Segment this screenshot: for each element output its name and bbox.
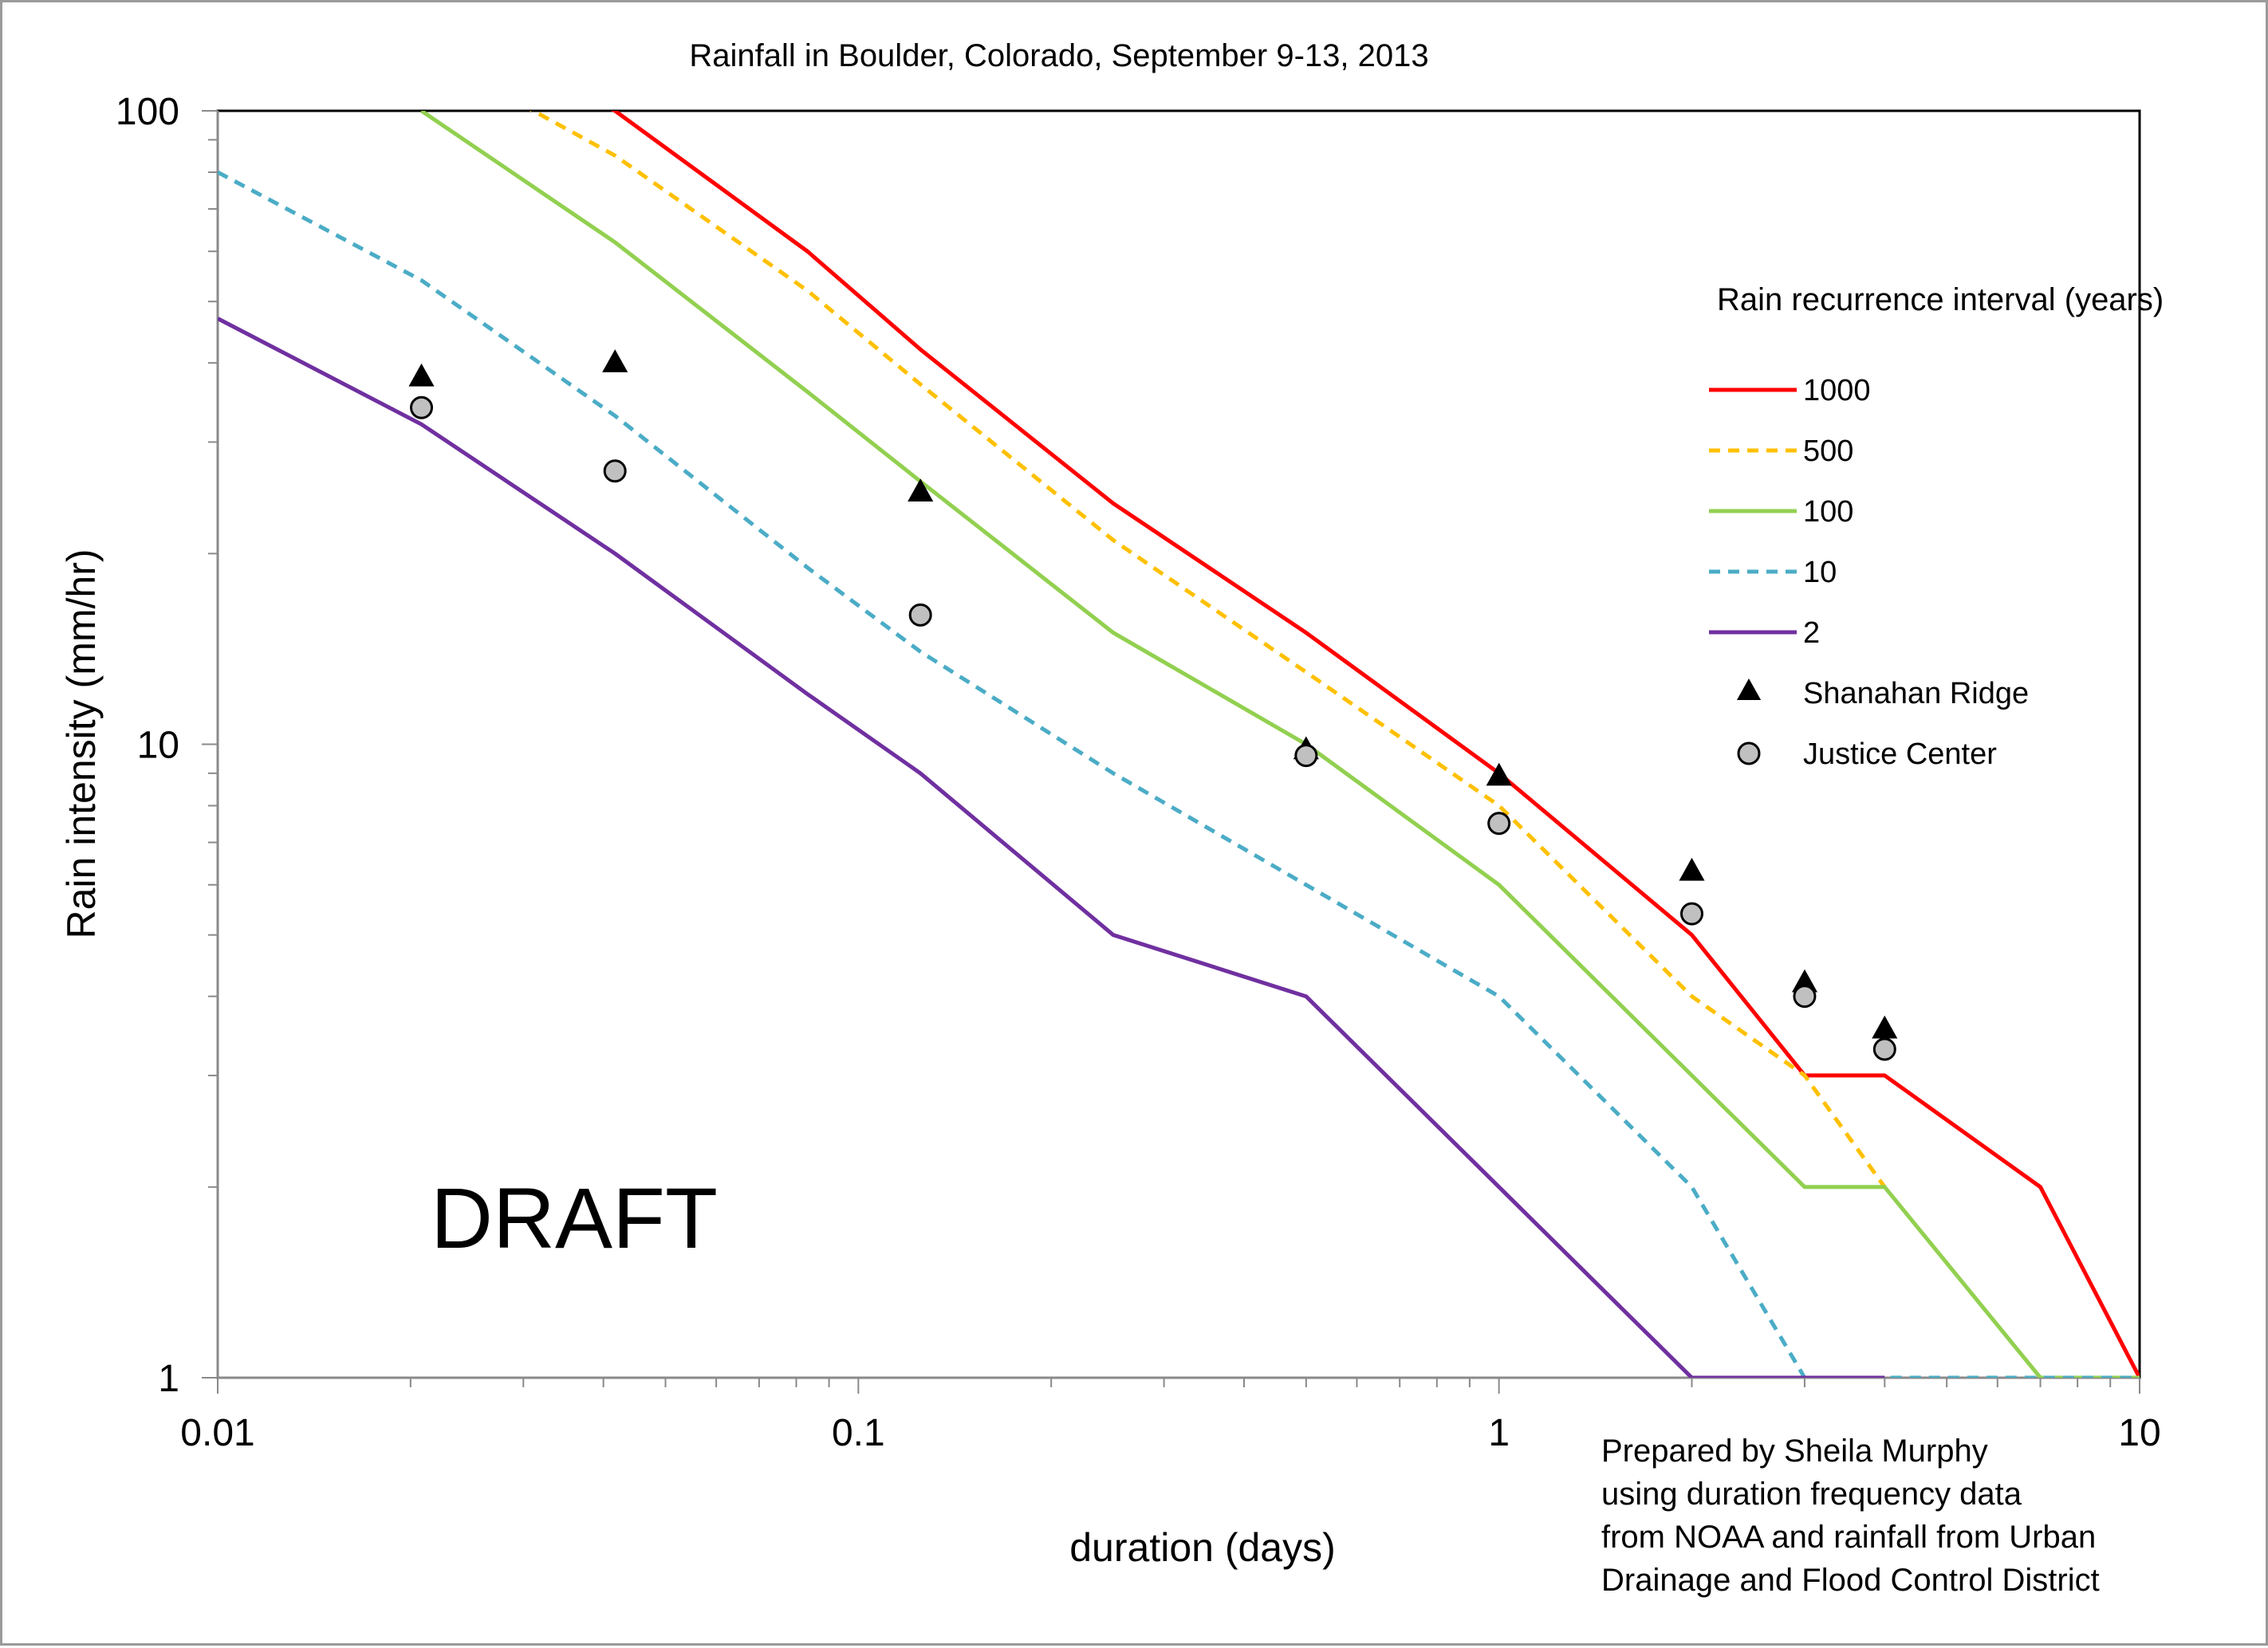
legend-label: 500 xyxy=(1803,435,1853,468)
legend-swatch-triangle xyxy=(1736,678,1762,700)
legend-label: 10 xyxy=(1803,556,1837,589)
series-line-500 xyxy=(529,111,1887,1189)
credit-note-line: Drainage and Flood Control District xyxy=(1601,1563,2100,1598)
circle-marker xyxy=(603,459,627,483)
series-line-1000 xyxy=(610,111,2140,1378)
triangle-marker xyxy=(1872,1015,1898,1039)
circle-marker xyxy=(1793,985,1817,1009)
x-tick-label: 0.01 xyxy=(180,1412,254,1454)
triangle-marker xyxy=(602,349,628,372)
credit-note-line: Prepared by Sheila Murphy xyxy=(1601,1434,1988,1469)
x-tick-label: 0.1 xyxy=(832,1412,885,1454)
credit-note-line: using duration frequency data xyxy=(1601,1477,2022,1512)
legend-title: Rain recurrence interval (years) xyxy=(1717,282,2164,317)
legend-label: 2 xyxy=(1803,616,1820,650)
triangle-marker xyxy=(908,478,934,501)
y-tick-label: 100 xyxy=(116,91,179,133)
series-line-10 xyxy=(218,170,2140,1378)
legend-label: 1000 xyxy=(1803,374,1871,407)
series-line-2 xyxy=(218,317,1885,1378)
series-line-100 xyxy=(420,111,2140,1378)
y-tick-label: 1 xyxy=(158,1358,179,1400)
circle-marker xyxy=(908,603,932,627)
legend-label: 100 xyxy=(1803,495,1853,529)
circle-marker xyxy=(410,395,434,419)
legend-swatch-circle xyxy=(1737,741,1761,765)
y-tick-label: 10 xyxy=(137,725,179,767)
x-axis-label: duration (days) xyxy=(1069,1525,1336,1570)
draft-watermark: DRAFT xyxy=(431,1170,718,1266)
y-axis-label: Rain intensity (mm/hr) xyxy=(59,549,104,939)
x-tick-label: 10 xyxy=(2118,1412,2160,1454)
circle-marker xyxy=(1872,1037,1896,1061)
triangle-marker xyxy=(1486,762,1512,786)
x-tick-label: 1 xyxy=(1488,1412,1510,1454)
legend-label: Justice Center xyxy=(1803,737,1997,771)
chart-title: Rainfall in Boulder, Colorado, September… xyxy=(689,38,1428,73)
triangle-marker xyxy=(1679,857,1705,881)
circle-marker xyxy=(1294,744,1318,768)
triangle-marker xyxy=(408,363,435,387)
circle-marker xyxy=(1679,902,1703,926)
legend-label: Shanahan Ridge xyxy=(1803,677,2029,710)
circle-marker xyxy=(1487,812,1511,836)
credit-note-line: from NOAA and rainfall from Urban xyxy=(1601,1520,2096,1555)
